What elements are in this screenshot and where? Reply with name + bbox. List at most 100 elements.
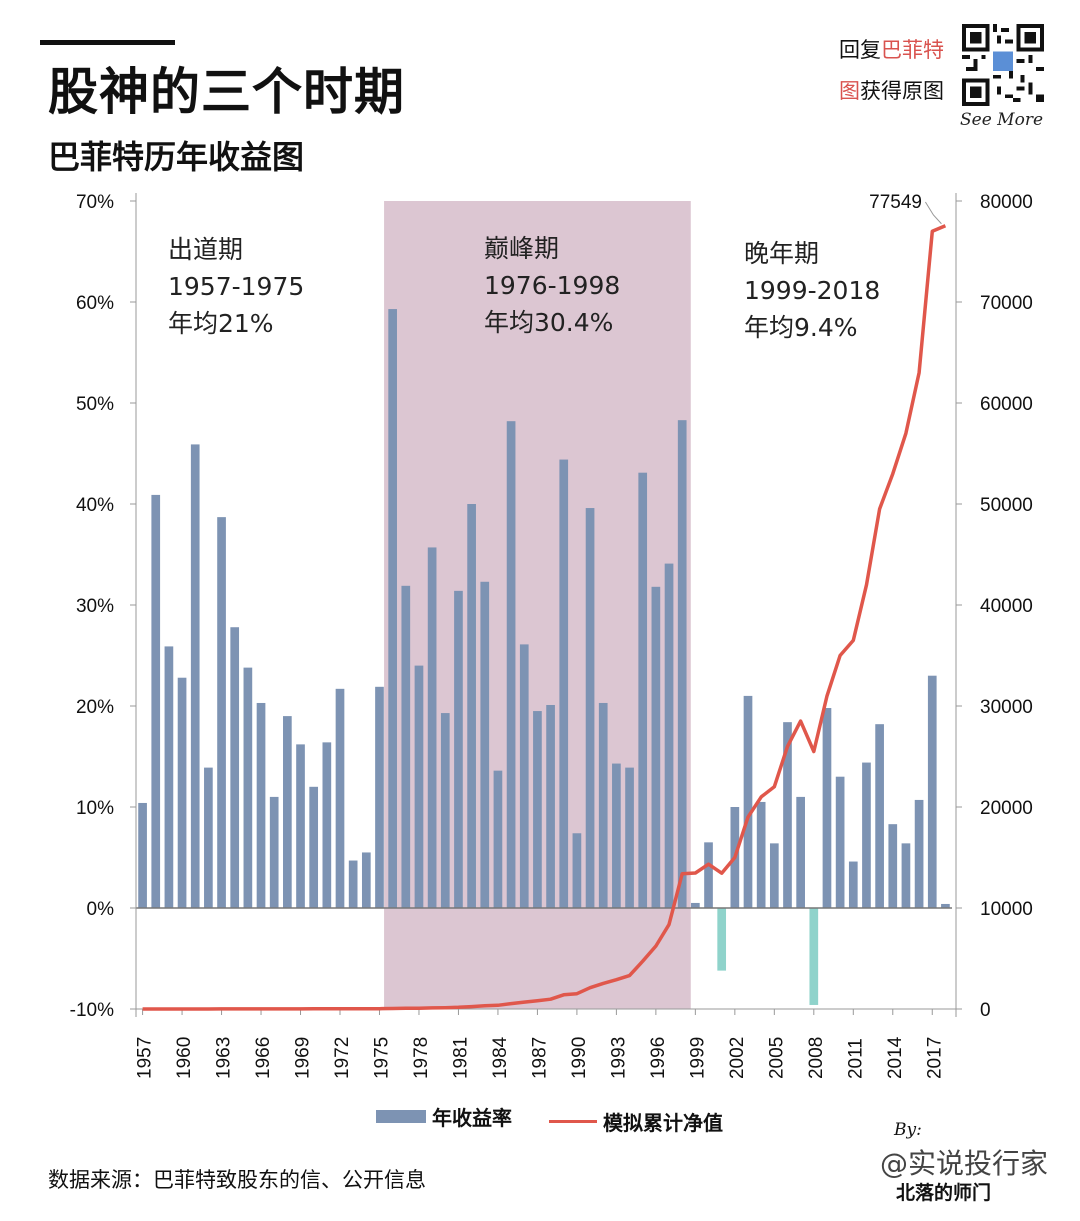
page-title: 股神的三个时期 [48, 63, 405, 121]
period-years: 1976-1998 [484, 271, 620, 300]
x-tick-label: 2005 [766, 1037, 787, 1079]
period-annotation: 巅峰期 1976-1998 年均30.4% [484, 234, 620, 337]
bar-1964 [230, 627, 240, 908]
x-tick-label: 1957 [135, 1037, 156, 1079]
period-annotation: 出道期 1957-1975 年均21% [168, 235, 304, 338]
bar-1988 [546, 704, 555, 908]
bar-2005 [769, 843, 779, 908]
period-name: 晚年期 [744, 239, 819, 268]
y-right-tick-label: 0 [980, 1000, 991, 1021]
bar-1993 [612, 763, 621, 908]
bar-1995 [638, 472, 648, 908]
legend-item-cumulative: 模拟累计净值 [548, 1107, 723, 1136]
data-source: 数据来源：巴菲特致股东的信、公开信息 [48, 1168, 426, 1192]
title-rule [40, 40, 175, 45]
bar-1992 [598, 702, 608, 908]
bar-1974 [361, 852, 371, 908]
x-tick-label: 1990 [569, 1037, 590, 1079]
bar-1977 [401, 585, 411, 908]
y-right-tick-label: 30000 [980, 697, 1033, 718]
bar-2011 [848, 861, 858, 908]
see-more-label: See More [960, 110, 1043, 130]
bar-1980 [440, 713, 450, 908]
bar-1984 [493, 770, 503, 908]
x-tick-label: 1978 [411, 1037, 432, 1079]
x-tick-label: 1996 [648, 1037, 669, 1079]
bar-2008 [809, 908, 819, 1005]
bar-2017 [927, 675, 937, 908]
bar-1997 [664, 563, 674, 908]
y-right-tick-label: 50000 [980, 495, 1033, 516]
y-left-tick-label: 50% [76, 394, 114, 415]
x-tick-label: 1987 [529, 1037, 550, 1079]
bar-2001 [717, 908, 727, 971]
x-tick-label: 1969 [293, 1037, 314, 1079]
bar-1972 [335, 688, 345, 908]
watermark: @实说投行家 [880, 1147, 1049, 1180]
x-tick-label: 1972 [332, 1037, 353, 1079]
bar-1981 [454, 590, 463, 908]
bar-2003 [743, 695, 753, 908]
y-left-tick-label: 70% [76, 192, 114, 213]
period-annotation: 晚年期 1999-2018 年均9.4% [744, 239, 880, 342]
bar-1982 [467, 504, 476, 908]
period-years: 1999-2018 [744, 276, 880, 305]
y-left-tick-label: -10% [70, 1000, 114, 1021]
y-right-tick-label: 40000 [980, 596, 1033, 617]
x-tick-label: 2008 [806, 1037, 827, 1079]
cumulative-line [142, 224, 947, 1011]
y-left-tick-label: 10% [76, 798, 114, 819]
end-value-label: 77549 [869, 192, 922, 213]
bar-2004 [756, 801, 766, 908]
y-left-tick-label: 40% [76, 495, 114, 516]
bar-1961 [190, 444, 200, 908]
bar-1998 [677, 420, 687, 908]
qr-code-icon [962, 24, 1044, 106]
x-tick-label: 1963 [214, 1037, 235, 1079]
bar-1994 [625, 767, 634, 908]
legend-swatch-line [548, 1120, 597, 1123]
x-tick-label: 2014 [885, 1036, 906, 1079]
bar-1969 [296, 744, 305, 908]
bar-1991 [585, 508, 595, 908]
bar-1965 [243, 667, 253, 908]
x-tick-label: 2002 [727, 1037, 748, 1079]
bar-1967 [269, 796, 279, 908]
y-right-tick-label: 10000 [980, 899, 1033, 920]
bar-2006 [783, 722, 792, 908]
bar-1996 [651, 586, 661, 908]
promo-text: 回复巴菲特 图获得原图 [839, 30, 944, 112]
bar-1957 [138, 802, 147, 908]
x-tick-label: 1975 [371, 1037, 392, 1079]
end-label-leader [924, 201, 942, 225]
bar-1979 [427, 547, 437, 908]
y-left-tick-label: 30% [76, 596, 114, 617]
promo-keyword: 巴菲特 [881, 38, 944, 62]
bar-2000 [704, 842, 713, 908]
x-tick-label: 1984 [490, 1036, 511, 1079]
y-left-tick-label: 0% [87, 899, 115, 920]
bar-1968 [283, 716, 292, 908]
bar-1963 [217, 517, 226, 908]
bar-2016 [914, 799, 924, 908]
promo-suffix: 获得原图 [860, 79, 944, 103]
bar-2010 [835, 776, 845, 908]
legend: 年收益率 模拟累计净值 [376, 1102, 753, 1136]
bar-1986 [519, 644, 529, 908]
y-right-tick-label: 20000 [980, 798, 1033, 819]
y-right-tick-label: 70000 [980, 293, 1033, 314]
bar-2018 [941, 903, 950, 908]
bar-2009 [822, 708, 832, 908]
x-tick-label: 2017 [924, 1037, 945, 1079]
bar-1976 [388, 309, 397, 908]
promo-prefix: 回复 [839, 38, 881, 62]
x-tick-label: 1960 [174, 1037, 195, 1079]
x-tick-label: 1966 [253, 1037, 274, 1079]
bar-1960 [177, 677, 187, 908]
period-years: 1957-1975 [168, 272, 304, 301]
bar-1983 [480, 581, 490, 908]
chart-subtitle: 巴菲特历年收益图 [48, 138, 305, 176]
bar-1970 [309, 786, 319, 908]
bar-1971 [322, 742, 332, 908]
x-tick-label: 1993 [608, 1037, 629, 1079]
